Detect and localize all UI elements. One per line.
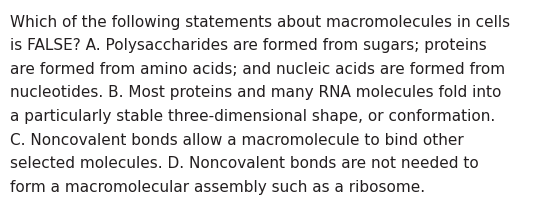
Text: a particularly stable three-dimensional shape, or conformation.: a particularly stable three-dimensional … <box>10 109 496 124</box>
Text: is FALSE? A. Polysaccharides are formed from sugars; proteins: is FALSE? A. Polysaccharides are formed … <box>10 38 487 53</box>
Text: Which of the following statements about macromolecules in cells: Which of the following statements about … <box>10 15 510 30</box>
Text: nucleotides. B. Most proteins and many RNA molecules fold into: nucleotides. B. Most proteins and many R… <box>10 85 502 101</box>
Text: C. Noncovalent bonds allow a macromolecule to bind other: C. Noncovalent bonds allow a macromolecu… <box>10 133 464 148</box>
Text: selected molecules. D. Noncovalent bonds are not needed to: selected molecules. D. Noncovalent bonds… <box>10 156 479 171</box>
Text: are formed from amino acids; and nucleic acids are formed from: are formed from amino acids; and nucleic… <box>10 62 505 77</box>
Text: form a macromolecular assembly such as a ribosome.: form a macromolecular assembly such as a… <box>10 180 425 195</box>
